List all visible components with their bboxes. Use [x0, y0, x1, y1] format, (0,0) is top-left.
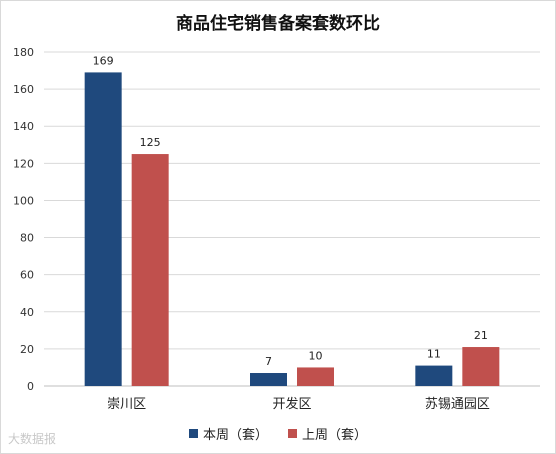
y-axis: 0 20 40 60 80 100 120 140 160 180: [13, 46, 540, 393]
y-tick-label-20: 20: [20, 343, 34, 356]
y-tick-label-160: 160: [13, 83, 34, 96]
legend-swatch-this-week: [188, 429, 198, 438]
data-label-1-1: 10: [309, 349, 323, 362]
bar-1-2: [462, 347, 500, 386]
y-tick-label-100: 100: [13, 194, 34, 207]
legend: 本周（套） 上周（套）: [0, 424, 556, 443]
bar-1-1: [297, 367, 334, 386]
y-tick-label-180: 180: [13, 46, 34, 59]
data-label-0-0: 169: [93, 54, 114, 67]
x-category-label-0: 崇川区: [107, 397, 146, 412]
data-label-1-0: 125: [140, 136, 161, 149]
legend-label-last-week: 上周（套）: [302, 428, 368, 443]
y-tick-label-40: 40: [20, 306, 34, 319]
data-label-1-2: 21: [474, 329, 488, 342]
legend-item-last-week: 上周（套）: [288, 424, 367, 443]
legend-label-this-week: 本周（套）: [202, 428, 268, 443]
bar-0-2: [415, 365, 453, 386]
data-label-0-1: 7: [265, 355, 272, 368]
y-tick-label-60: 60: [20, 269, 34, 282]
x-category-label-2: 苏锡通园区: [425, 396, 490, 412]
watermark: 大数据报: [8, 432, 57, 446]
x-axis: 崇川区 开发区 苏锡通园区: [107, 396, 490, 412]
y-tick-label-140: 140: [13, 120, 34, 133]
legend-item-this-week: 本周（套）: [188, 424, 268, 443]
y-tick-label-0: 0: [27, 380, 34, 393]
gridlines: [44, 51, 540, 350]
bar-1-0: [131, 154, 169, 386]
bars: [84, 72, 500, 387]
data-label-0-2: 11: [427, 348, 441, 361]
y-tick-label-80: 80: [20, 232, 34, 245]
chart-title: 商品住宅销售备案套数环比: [176, 13, 380, 34]
bar-0-0: [84, 72, 122, 387]
legend-swatch-last-week: [288, 429, 297, 438]
x-category-label-1: 开发区: [272, 396, 311, 412]
y-tick-label-120: 120: [13, 157, 34, 170]
bar-0-1: [250, 373, 287, 386]
data-labels: 169 125 7 10 11 21: [93, 54, 488, 368]
